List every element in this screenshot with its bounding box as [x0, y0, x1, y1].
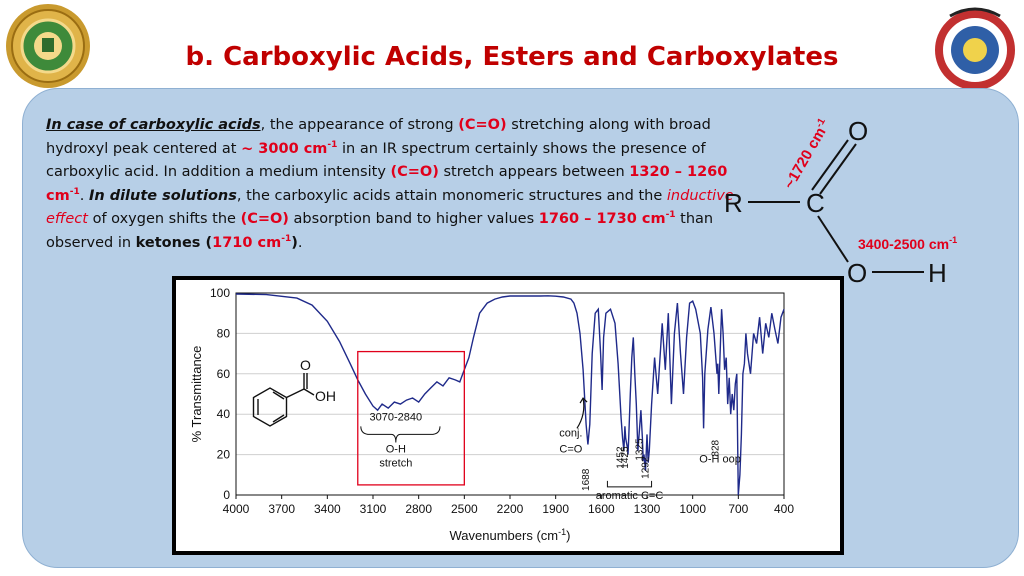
single-bond-line [817, 215, 849, 263]
peak-label-1688: 1688 [581, 468, 592, 491]
range-brace [360, 426, 441, 443]
para-sup: -1 [281, 233, 292, 244]
para-highlight: 1760 – 1730 cm [538, 211, 666, 227]
conj-annotation: conj. [559, 427, 582, 439]
co-stretch-label: ~1720 cm [781, 125, 830, 192]
description-paragraph: In case of carboxylic acids, the appeara… [46, 114, 746, 255]
atom-o-bottom: O [847, 258, 867, 288]
inset-o-label: O [300, 357, 311, 373]
ring-double-bond [272, 391, 285, 400]
y-tick-label: 60 [217, 367, 231, 381]
y-axis-label: % Transmittance [189, 346, 204, 443]
hydroxyl-bond [303, 388, 315, 396]
peak-label-1425: 1425 [620, 446, 631, 469]
para-text: stretch appears between [438, 164, 630, 180]
para-text: , the appearance of strong [260, 117, 459, 133]
x-tick-label: 4000 [223, 502, 250, 516]
college-emblem-logo [930, 2, 1020, 92]
y-tick-label: 100 [210, 286, 230, 300]
carboxylic-acid-structure: O R C O H ~1720 cm-1 [724, 116, 947, 288]
peak-label-1452: 1452 [615, 446, 626, 469]
para-text: stretching along with broad hydroxyl pea… [46, 117, 711, 157]
para-sup: -1 [665, 210, 676, 220]
x-tick-label: 400 [774, 502, 794, 516]
para-bold: ketones ( [135, 234, 213, 251]
highlight-box [357, 350, 465, 486]
page-title: b. Carboxylic Acids, Esters and Carboxyl… [185, 42, 839, 72]
peak-label-1325: 1325 [634, 438, 645, 461]
x-tick-label: 1900 [542, 502, 569, 516]
range-label: 3070-2840 [370, 411, 423, 423]
x-tick-label: 2500 [451, 502, 478, 516]
ir-spectrum-svg: 0 20 40 60 80 100 4000 3700 3400 3100 2800 2500 2200… [189, 286, 794, 543]
ring-double-bond [272, 414, 285, 423]
x-tick-label: 1000 [679, 502, 706, 516]
x-tick-label: 700 [728, 502, 748, 516]
oh-stretch-label-sup: -1 [949, 235, 958, 245]
oh-stretch-label-text: 3400-2500 cm [858, 236, 950, 252]
atom-o-top: O [848, 116, 868, 146]
para-bold: ) [291, 234, 298, 251]
spectrum-line [235, 293, 785, 496]
carbonyl-bond [286, 388, 305, 399]
para-text: . [79, 187, 89, 204]
inset-oh-label: OH [315, 388, 336, 404]
para-text: . [297, 234, 303, 251]
y-tick-label: 0 [223, 488, 230, 502]
oh-annotation: O-H [386, 444, 406, 456]
peak-label-828: 828 [711, 439, 722, 456]
para-sup: -1 [327, 139, 338, 150]
conj-annotation-2: C=O [559, 444, 582, 456]
para-emphasis: In dilute solutions [88, 187, 237, 204]
x-tick-label: 1300 [634, 502, 661, 516]
aromatic-bracket [606, 480, 653, 488]
para-highlight: (C=O) [390, 164, 439, 180]
oh-stretch-label: 3400-2500 cm-1 [858, 235, 958, 253]
x-tick-label: 2800 [405, 502, 432, 516]
para-highlight: ~ 3000 cm [241, 140, 328, 157]
para-text: absorption band to higher values [288, 211, 539, 227]
para-highlight: (C=O) [458, 117, 507, 133]
ir-spectrum-chart: 0 20 40 60 80 100 4000 3700 3400 3100 2800 2500 2200… [176, 280, 840, 551]
oop-annotation: O-H oop [699, 454, 741, 466]
para-highlight: 1320 – 1260 cm [46, 164, 728, 204]
x-axis-label: Wavenumbers (cm-1) [450, 527, 571, 543]
x-tick-label: 1600 [588, 502, 615, 516]
atom-c: C [806, 188, 825, 218]
conj-arrowhead [579, 397, 588, 404]
x-tick-label: 3100 [360, 502, 387, 516]
para-highlight: (C=O) [240, 211, 289, 227]
x-tick-label: 3700 [268, 502, 295, 516]
atom-r: R [724, 188, 743, 218]
para-text: of oxygen shifts the [87, 211, 241, 227]
para-lead: In case of carboxylic acids [46, 117, 261, 133]
x-tick-label: 2200 [497, 502, 524, 516]
x-tick-label: 3400 [314, 502, 341, 516]
y-tick-label: 80 [217, 326, 231, 340]
atom-h: H [928, 258, 947, 288]
y-tick-label: 20 [217, 448, 231, 462]
para-text: in an IR spectrum certainly shows the pr… [46, 140, 706, 181]
university-emblem-logo [4, 2, 92, 90]
peak-label-1292: 1292 [641, 456, 652, 479]
para-highlight: 1710 cm [212, 234, 282, 251]
para-italic-highlight: inductive effect [46, 187, 734, 228]
conj-arrow [576, 397, 585, 429]
double-bond-line [819, 143, 857, 195]
svg-text:~1720 cm-1: ~1720 cm-1 [780, 116, 834, 192]
para-text: , the carboxylic acids attain monomeric … [236, 187, 667, 204]
plot-area-border [235, 292, 785, 496]
aromatic-annotation: aromatic C=C [596, 490, 664, 502]
oh-annotation-2: stretch [379, 458, 412, 470]
y-tick-label: 40 [217, 407, 231, 421]
para-text: than observed in [46, 211, 714, 251]
para-sup: -1 [69, 186, 80, 197]
double-bond-line [811, 139, 849, 191]
